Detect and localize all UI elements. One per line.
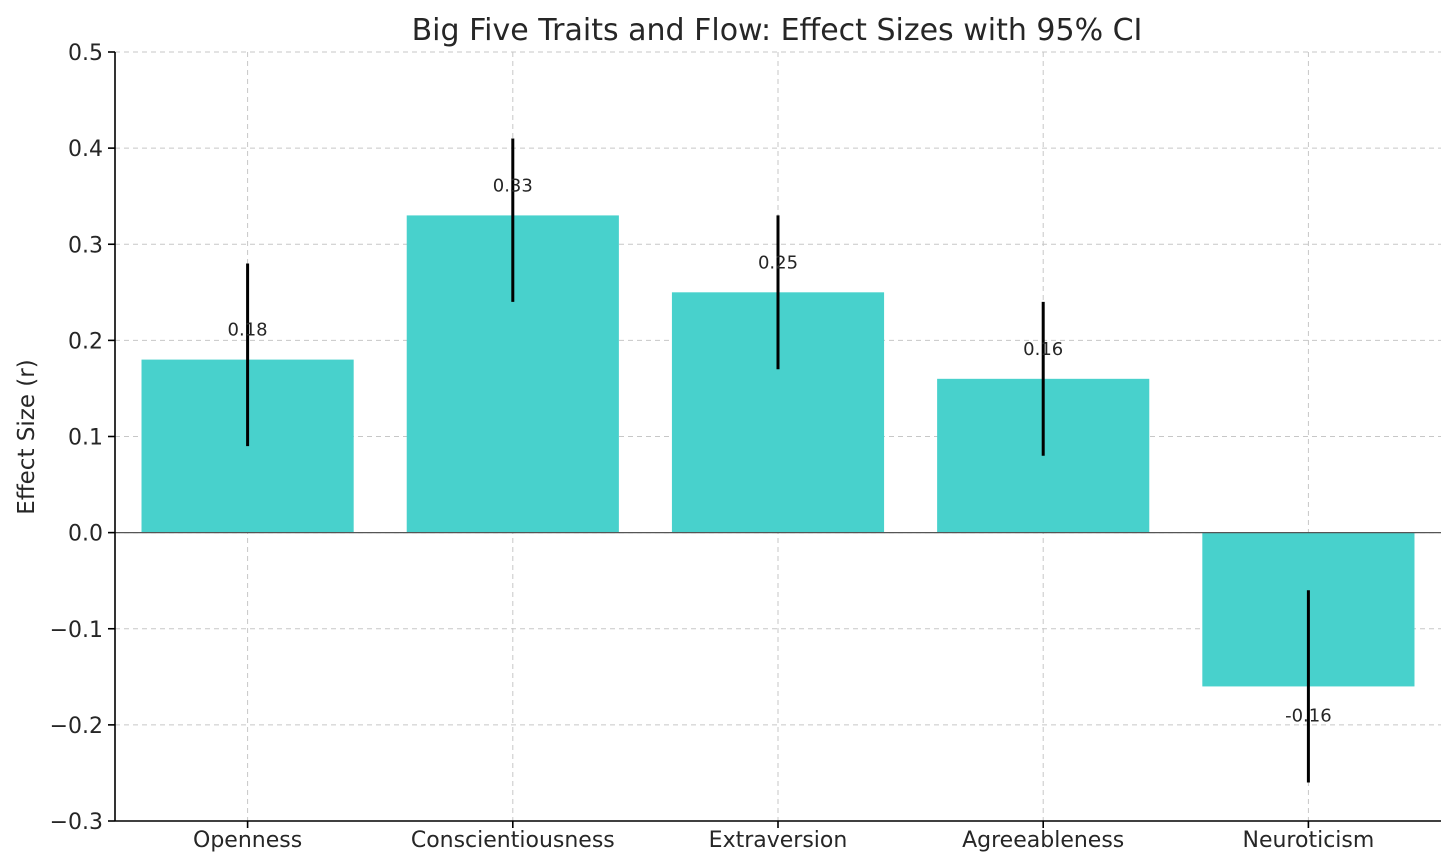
x-tick-label-openness: Openness bbox=[193, 828, 302, 853]
y-tick-labels: −0.3 −0.2 −0.1 0.0 0.1 0.2 0.3 0.4 0.5 bbox=[50, 41, 115, 835]
x-tick-label-neuroticism: Neuroticism bbox=[1243, 828, 1375, 853]
error-bars bbox=[246, 138, 1310, 783]
y-tick-label-5: 0.2 bbox=[68, 329, 103, 354]
x-tick-label-conscientiousness: Conscientiousness bbox=[411, 828, 615, 853]
y-tick-label-2: −0.1 bbox=[50, 618, 103, 643]
data-label-openness: 0.18 bbox=[228, 320, 268, 341]
data-label-conscientiousness: 0.33 bbox=[493, 175, 533, 196]
y-tick-label-8: 0.5 bbox=[68, 41, 103, 66]
y-tick-label-4: 0.1 bbox=[68, 426, 103, 451]
data-label-agreeableness: 0.16 bbox=[1023, 339, 1063, 360]
y-tick-label-1: −0.2 bbox=[50, 714, 103, 739]
chart-title: Big Five Traits and Flow: Effect Sizes w… bbox=[412, 13, 1143, 48]
x-tick-labels: Openness Conscientiousness Extraversion Agr… bbox=[193, 821, 1374, 853]
data-labels: 0.18 0.33 0.25 0.16 -0.16 bbox=[228, 175, 1332, 726]
y-tick-label-7: 0.4 bbox=[68, 137, 103, 162]
y-axis-title: Effect Size (r) bbox=[14, 359, 40, 514]
x-tick-label-agreeableness: Agreeableness bbox=[962, 828, 1124, 853]
data-label-neuroticism: -0.16 bbox=[1285, 705, 1332, 726]
x-tick-label-extraversion: Extraversion bbox=[709, 828, 848, 853]
y-tick-label-0: −0.3 bbox=[50, 810, 103, 835]
data-label-extraversion: 0.25 bbox=[758, 252, 798, 273]
y-tick-label-3: 0.0 bbox=[68, 522, 103, 547]
y-tick-label-6: 0.3 bbox=[68, 233, 103, 258]
